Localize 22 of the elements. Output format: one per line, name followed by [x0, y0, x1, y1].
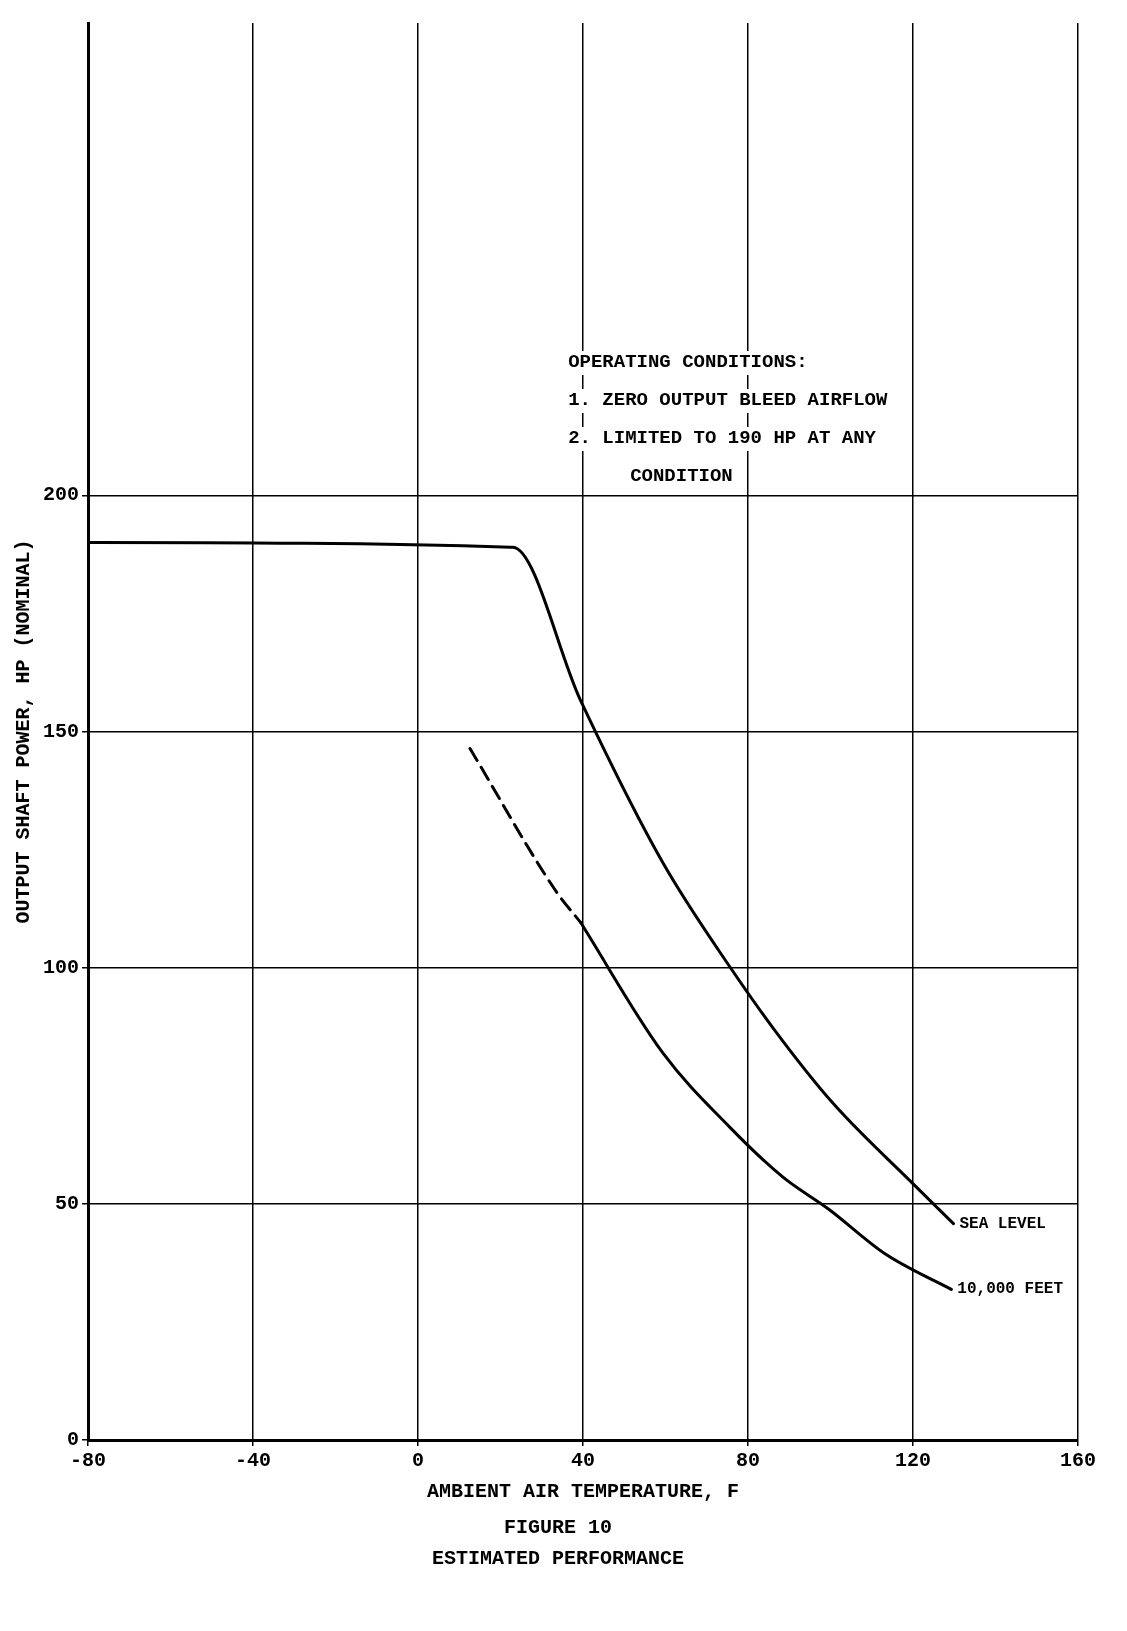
x-tick-label: 120 — [894, 1449, 932, 1473]
text: FIGURE 10 — [503, 1516, 613, 1539]
y-tick-label: 0 — [66, 1428, 80, 1452]
series-label: 10,000 FEET — [957, 1280, 1064, 1299]
y-tick-label: 50 — [54, 1191, 80, 1215]
y-axis-title: OUTPUT SHAFT POWER, HP (NOMINAL) — [12, 539, 36, 924]
x-tick-label: 80 — [735, 1449, 761, 1473]
x-tick-label: 0 — [412, 1449, 425, 1473]
annotation: CONDITION — [630, 465, 733, 488]
annotation: OPERATING CONDITIONS: — [568, 351, 808, 374]
y-tick-label: 150 — [42, 719, 80, 743]
y-tick-label: 100 — [42, 955, 80, 979]
text: ESTIMATED PERFORMANCE — [430, 1547, 685, 1570]
y-tick-label: 200 — [42, 483, 80, 507]
x-axis-title: AMBIENT AIR TEMPERATURE, F — [426, 1480, 740, 1504]
x-tick-label: -80 — [70, 1449, 107, 1473]
series-label: SEA LEVEL — [959, 1214, 1046, 1233]
annotation: 1. ZERO OUTPUT BLEED AIRFLOW — [568, 389, 888, 412]
x-tick-label: -40 — [235, 1449, 272, 1473]
annotation: 2. LIMITED TO 190 HP AT ANY — [568, 427, 877, 450]
x-tick-label: 160 — [1059, 1449, 1097, 1473]
x-tick-label: 40 — [571, 1449, 596, 1473]
